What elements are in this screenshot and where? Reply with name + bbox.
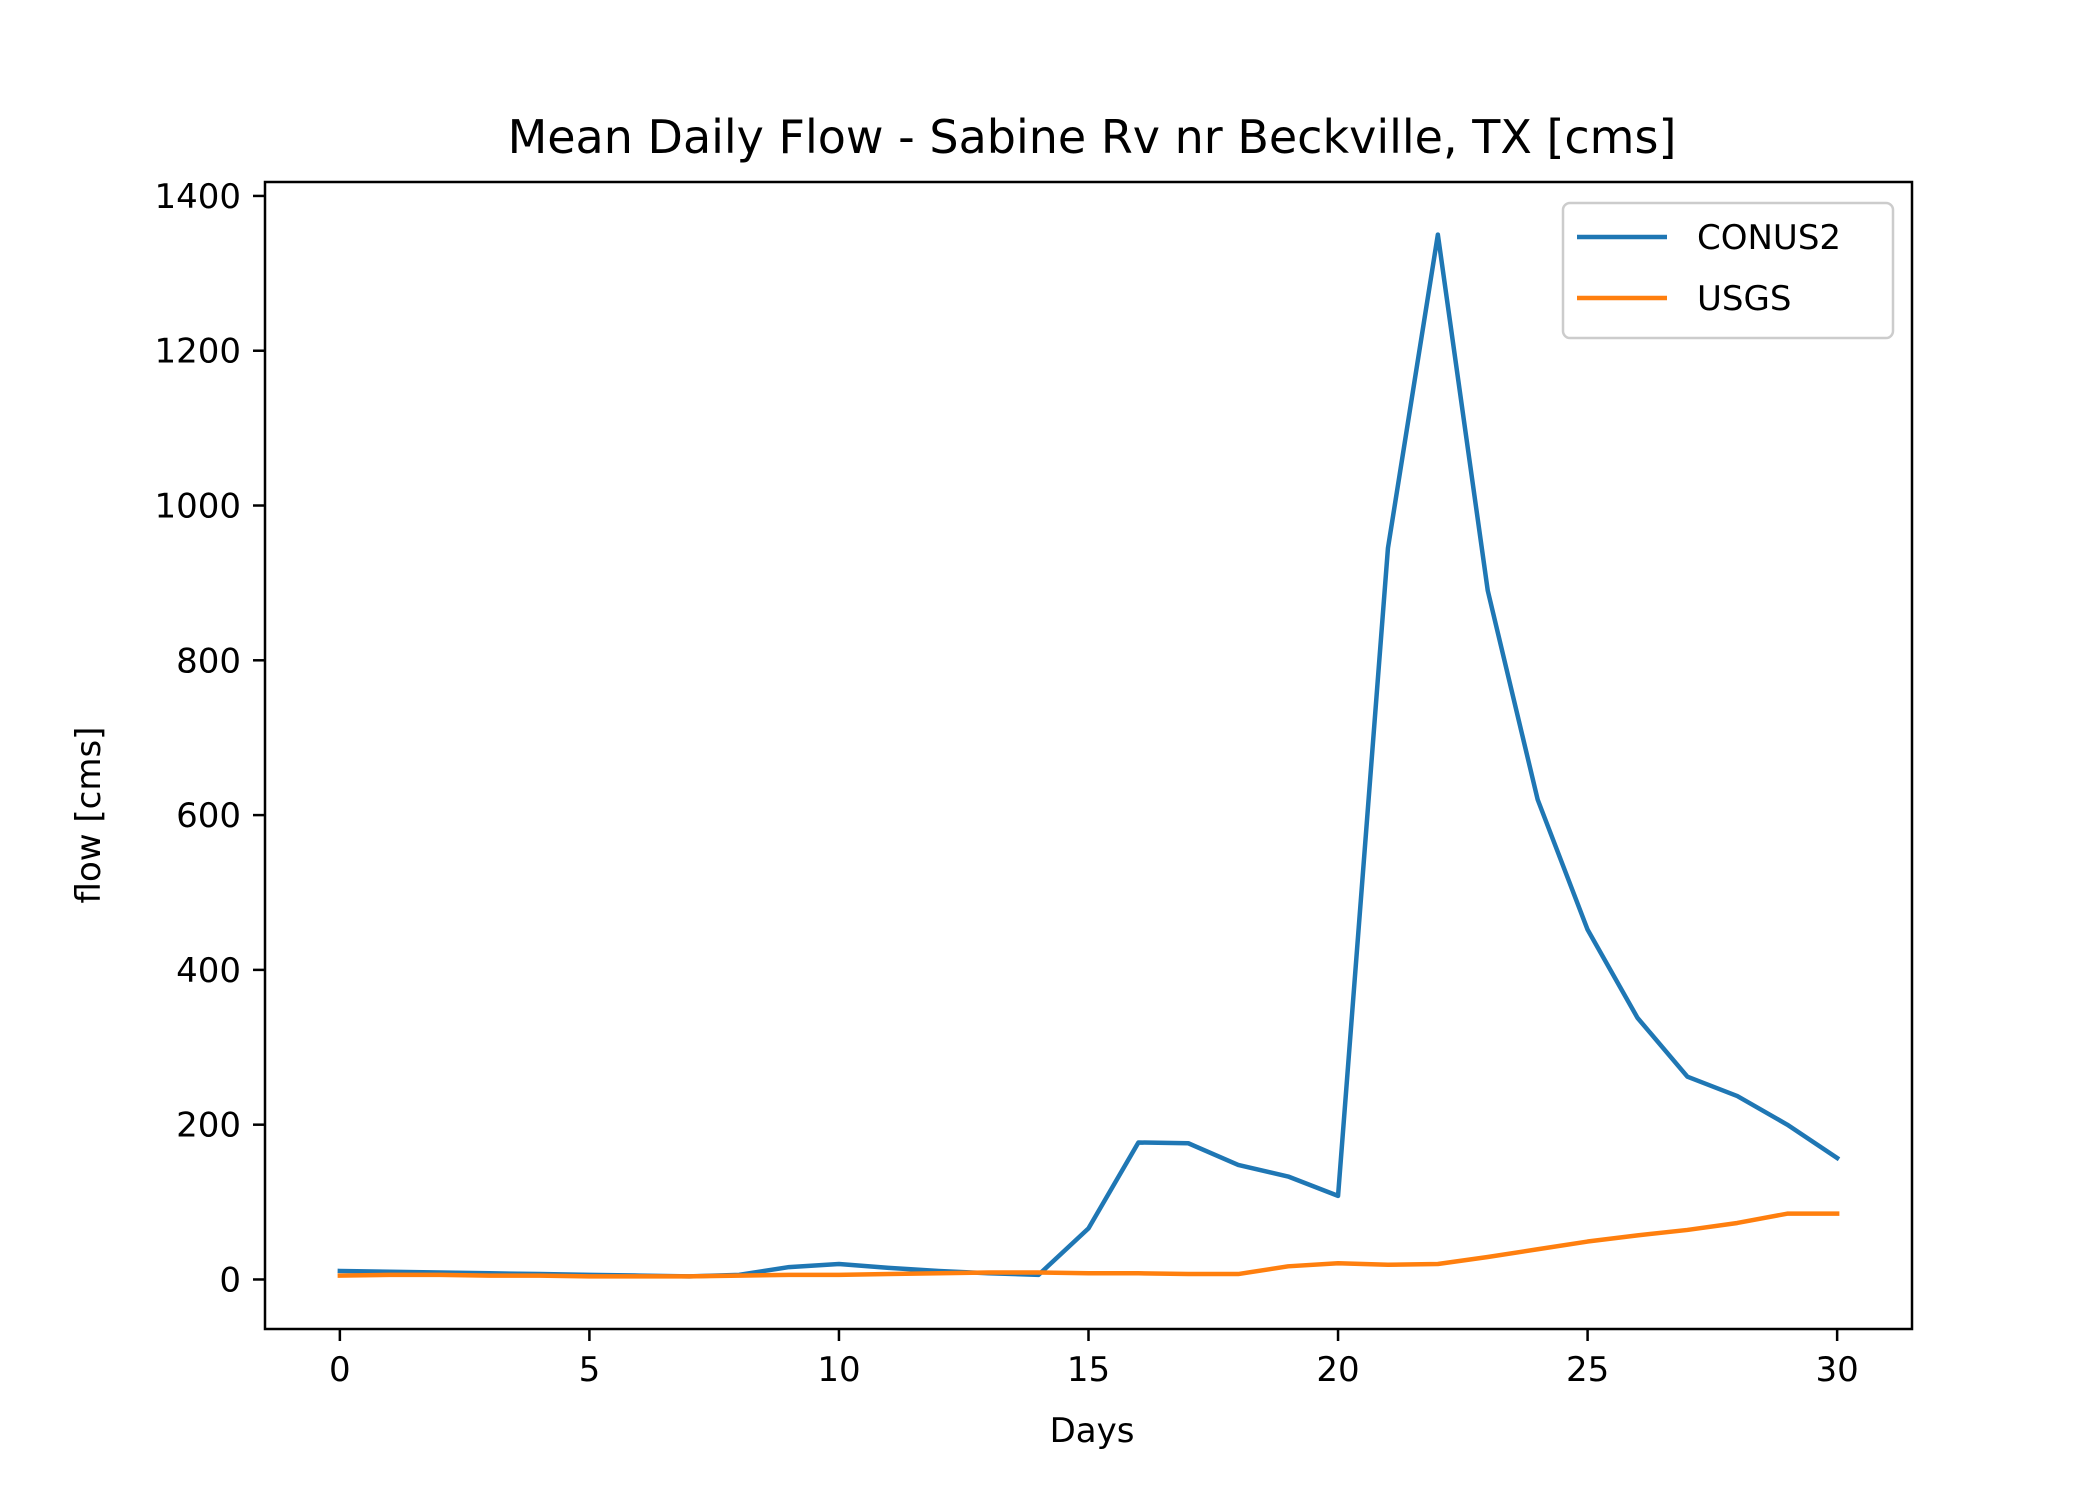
x-axis: 0 5 10 15 20 25 30 [329,1329,1859,1390]
y-tick-label: 0 [219,1260,241,1300]
x-tick-label: 15 [1067,1350,1110,1390]
x-tick-label: 5 [579,1350,601,1390]
y-tick-label: 200 [176,1106,241,1146]
x-tick-label: 10 [817,1350,860,1390]
y-tick-label: 600 [176,796,241,836]
x-axis-title: Days [1050,1411,1135,1451]
x-tick-label: 20 [1316,1350,1359,1390]
x-tick-label: 25 [1566,1350,1609,1390]
y-tick-label: 1000 [154,487,241,527]
legend-label-usgs: USGS [1697,279,1791,319]
chart-title: Mean Daily Flow - Sabine Rv nr Beckville… [508,110,1677,164]
series-line-usgs [337,1211,1840,1279]
x-tick-label: 0 [329,1350,351,1390]
y-axis: 0 200 400 600 800 1000 1200 1400 [154,177,265,1300]
y-tick-label: 1400 [154,177,241,217]
legend-label-conus2: CONUS2 [1697,218,1841,258]
series-layer [337,232,1841,1279]
y-axis-title: flow [cms] [69,727,109,904]
y-tick-label: 1200 [154,332,241,372]
y-tick-label: 400 [176,951,241,991]
y-tick-label: 800 [176,641,241,681]
x-tick-label: 30 [1816,1350,1859,1390]
legend: CONUS2 USGS [1561,201,1895,340]
